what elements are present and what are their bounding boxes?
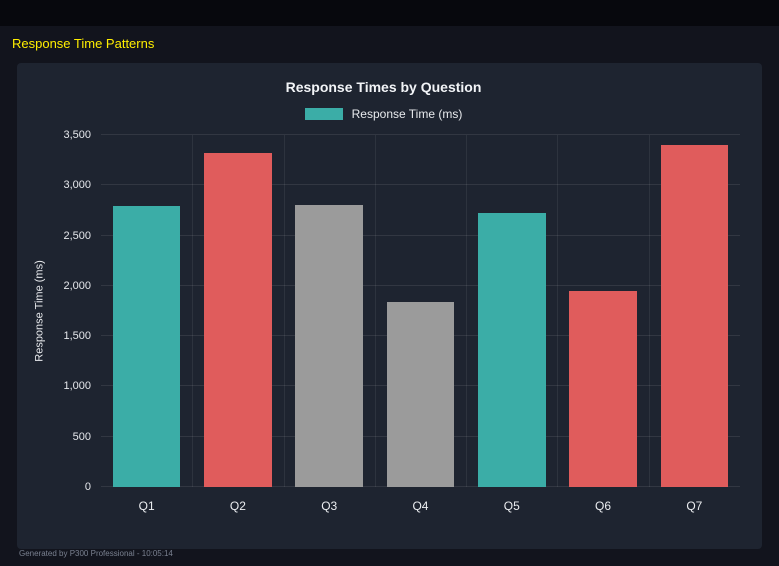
- plot-area: [101, 134, 740, 487]
- chart-panel: Response Times by Question Response Time…: [17, 63, 762, 549]
- gridline-vertical: [192, 135, 194, 487]
- legend: Response Time (ms): [27, 107, 740, 121]
- x-tick-label-q7: Q7: [686, 499, 703, 513]
- y-axis-title: Response Time (ms): [34, 260, 47, 362]
- bar-q6: [569, 290, 637, 487]
- y-tick-label: 3,000: [63, 179, 91, 192]
- y-axis-ticks: 0 500 1,000 1,500 2,000 2,500 3,000 3,500: [53, 129, 101, 493]
- gridline-horizontal: [101, 234, 740, 236]
- footer-text: Generated by P300 Professional - 10:05:1…: [19, 549, 173, 558]
- bars-container: [101, 135, 740, 487]
- x-tick-label-q6: Q6: [595, 499, 612, 513]
- gridline-vertical: [283, 135, 285, 487]
- bar-q2: [204, 153, 272, 487]
- bar-slot: [101, 135, 192, 487]
- x-tick-label-q1: Q1: [138, 499, 155, 513]
- x-tick-label-q2: Q2: [229, 499, 246, 513]
- x-tick-label-q4: Q4: [412, 499, 429, 513]
- gridline-horizontal: [101, 134, 740, 135]
- x-tick-label-q3: Q3: [321, 499, 338, 513]
- gridline-vertical: [648, 135, 650, 487]
- gridline-vertical: [466, 135, 468, 487]
- bar-slot: [466, 135, 557, 487]
- gridline-horizontal: [101, 184, 740, 186]
- y-tick-label: 0: [84, 481, 91, 493]
- bar-q7: [660, 145, 729, 487]
- x-axis-row: Q1 Q2 Q3 Q4 Q5 Q6 Q7: [27, 487, 740, 513]
- bar-q3: [295, 205, 363, 487]
- chart-title: Response Times by Question: [285, 79, 482, 95]
- bar-slot: [192, 135, 283, 487]
- bar-slot: [557, 135, 648, 487]
- gridline-vertical: [557, 135, 559, 487]
- y-tick-label: 2,500: [63, 229, 91, 242]
- y-tick-label: 1,500: [63, 330, 91, 343]
- x-axis-labels: Q1 Q2 Q3 Q4 Q5 Q6 Q7: [101, 487, 740, 513]
- y-tick-label: 3,500: [63, 129, 91, 141]
- legend-swatch: [304, 108, 343, 120]
- legend-label: Response Time (ms): [351, 107, 463, 121]
- x-tick-label-q5: Q5: [503, 499, 520, 513]
- bar-q5: [477, 213, 546, 487]
- bar-slot: [284, 135, 375, 487]
- bar-q4: [386, 301, 455, 487]
- bar-slot: [649, 135, 740, 487]
- gridline-horizontal: [101, 284, 740, 286]
- y-tick-label: 1,000: [63, 380, 91, 393]
- y-tick-label: 2,000: [63, 279, 91, 292]
- bar-q1: [112, 206, 181, 487]
- page-title: Response Time Patterns: [12, 36, 155, 51]
- y-tick-label: 500: [72, 430, 91, 443]
- chart-area: Response Time (ms) 0 500 1,000 1,500 2,000 2,…: [27, 129, 740, 493]
- gridline-vertical: [374, 135, 376, 487]
- bar-slot: [375, 135, 466, 487]
- window-top-bar: [0, 0, 779, 26]
